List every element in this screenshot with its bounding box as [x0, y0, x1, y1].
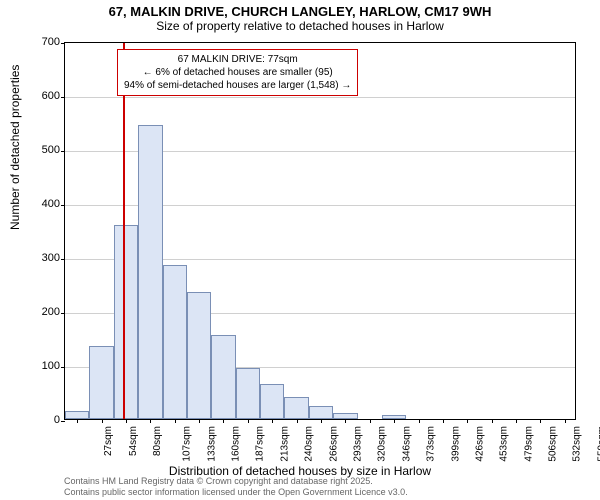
xtick-mark — [321, 419, 322, 423]
xtick-mark — [102, 419, 103, 423]
xtick-label: 213sqm — [279, 426, 290, 462]
xtick-mark — [394, 419, 395, 423]
xtick-label: 426sqm — [474, 426, 485, 462]
ytick-label: 400 — [30, 198, 60, 210]
xtick-label: 479sqm — [523, 426, 534, 462]
histogram-bar — [89, 346, 113, 419]
ytick-mark — [61, 313, 65, 314]
xtick-label: 399sqm — [450, 426, 461, 462]
histogram-bar — [163, 265, 187, 419]
xtick-label: 453sqm — [499, 426, 510, 462]
ytick-label: 100 — [30, 360, 60, 372]
chart-plot-area: 67 MALKIN DRIVE: 77sqm← 6% of detached h… — [64, 42, 576, 420]
ytick-label: 200 — [30, 306, 60, 318]
xtick-label: 559sqm — [596, 426, 600, 462]
xtick-label: 240sqm — [304, 426, 315, 462]
xtick-label: 373sqm — [426, 426, 437, 462]
ytick-mark — [61, 367, 65, 368]
xtick-mark — [419, 419, 420, 423]
property-marker-line — [123, 43, 125, 419]
histogram-bar — [260, 384, 284, 419]
xtick-label: 133sqm — [206, 426, 217, 462]
xtick-label: 293sqm — [353, 426, 364, 462]
histogram-bar — [138, 125, 162, 419]
histogram-bar — [309, 406, 333, 420]
ytick-mark — [61, 421, 65, 422]
ytick-label: 300 — [30, 252, 60, 264]
annotation-line1: 67 MALKIN DRIVE: 77sqm — [124, 53, 351, 66]
footer-attribution: Contains HM Land Registry data © Crown c… — [64, 476, 408, 498]
xtick-label: 187sqm — [255, 426, 266, 462]
histogram-bar — [236, 368, 260, 419]
xtick-label: 320sqm — [377, 426, 388, 462]
histogram-bar — [187, 292, 211, 419]
xtick-mark — [126, 419, 127, 423]
ytick-mark — [61, 205, 65, 206]
xtick-mark — [516, 419, 517, 423]
xtick-mark — [492, 419, 493, 423]
footer-line1: Contains HM Land Registry data © Crown c… — [64, 476, 408, 487]
ytick-mark — [61, 43, 65, 44]
xtick-mark — [370, 419, 371, 423]
annotation-box: 67 MALKIN DRIVE: 77sqm← 6% of detached h… — [117, 49, 358, 96]
xtick-mark — [150, 419, 151, 423]
gridline — [65, 97, 575, 98]
xtick-label: 54sqm — [128, 426, 139, 456]
ytick-label: 0 — [30, 414, 60, 426]
xtick-mark — [540, 419, 541, 423]
annotation-line2: ← 6% of detached houses are smaller (95) — [124, 66, 351, 79]
histogram-bar — [114, 225, 138, 419]
y-axis-label: Number of detached properties — [8, 65, 22, 230]
ytick-label: 600 — [30, 90, 60, 102]
xtick-mark — [223, 419, 224, 423]
xtick-label: 80sqm — [152, 426, 163, 456]
histogram-bar — [65, 411, 89, 419]
xtick-mark — [467, 419, 468, 423]
xtick-mark — [248, 419, 249, 423]
xtick-mark — [443, 419, 444, 423]
title-line1: 67, MALKIN DRIVE, CHURCH LANGLEY, HARLOW… — [0, 4, 600, 19]
xtick-label: 160sqm — [231, 426, 242, 462]
annotation-line3: 94% of semi-detached houses are larger (… — [124, 79, 351, 92]
ytick-mark — [61, 259, 65, 260]
xtick-label: 506sqm — [548, 426, 559, 462]
xtick-mark — [345, 419, 346, 423]
xtick-mark — [272, 419, 273, 423]
xtick-mark — [199, 419, 200, 423]
xtick-label: 107sqm — [182, 426, 193, 462]
xtick-label: 532sqm — [572, 426, 583, 462]
xtick-mark — [77, 419, 78, 423]
ytick-label: 500 — [30, 144, 60, 156]
histogram-bar — [211, 335, 235, 419]
xtick-mark — [565, 419, 566, 423]
xtick-label: 27sqm — [103, 426, 114, 456]
xtick-label: 346sqm — [401, 426, 412, 462]
xtick-mark — [297, 419, 298, 423]
xtick-mark — [175, 419, 176, 423]
xtick-label: 266sqm — [328, 426, 339, 462]
title-line2: Size of property relative to detached ho… — [0, 19, 600, 33]
ytick-label: 700 — [30, 36, 60, 48]
histogram-bar — [284, 397, 308, 419]
chart-title: 67, MALKIN DRIVE, CHURCH LANGLEY, HARLOW… — [0, 0, 600, 33]
ytick-mark — [61, 97, 65, 98]
ytick-mark — [61, 151, 65, 152]
footer-line2: Contains public sector information licen… — [64, 487, 408, 498]
